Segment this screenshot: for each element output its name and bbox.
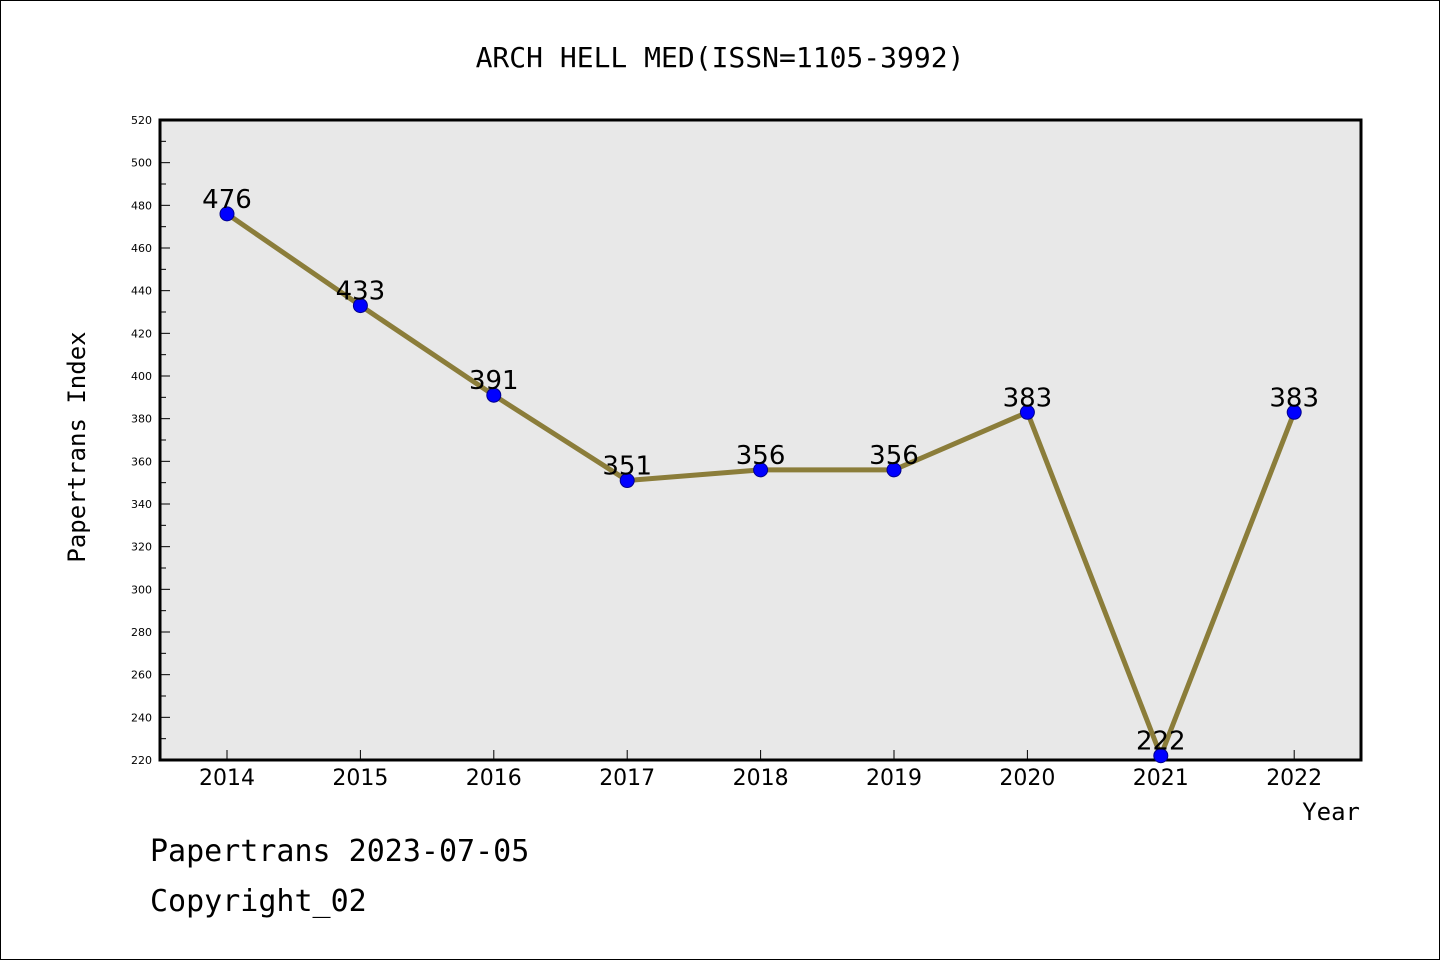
y-tick-label: 460 <box>131 242 152 255</box>
data-label: 383 <box>1269 383 1319 413</box>
x-tick-label: 2021 <box>1133 766 1189 791</box>
plot-area <box>158 118 1363 762</box>
x-tick-label: 2015 <box>332 766 388 791</box>
y-tick-label: 420 <box>131 327 152 340</box>
y-tick-label: 260 <box>131 669 152 682</box>
y-tick-label: 320 <box>131 541 152 554</box>
x-tick-label: 2022 <box>1266 766 1322 791</box>
footer-source: Papertrans 2023-07-05 <box>150 834 530 869</box>
y-tick-label: 500 <box>131 157 152 170</box>
y-tick-label: 480 <box>131 199 152 212</box>
data-label: 391 <box>469 366 519 396</box>
data-label: 356 <box>736 441 786 471</box>
data-point <box>619 473 635 489</box>
data-label: 433 <box>336 277 386 307</box>
x-tick-label: 2017 <box>599 766 655 791</box>
footer-copyright: Copyright_02 <box>150 884 367 919</box>
data-point <box>352 298 368 314</box>
data-point <box>1286 404 1302 420</box>
data-label: 383 <box>1003 383 1053 413</box>
chart-title: ARCH HELL MED(ISSN=1105-3992) <box>476 41 965 74</box>
data-point <box>753 462 769 478</box>
x-axis: 2014 2015 2016 2017 2018 2019 2020 2021 2022 <box>199 750 1322 791</box>
y-tick-label: 280 <box>131 626 152 639</box>
x-tick-label: 2018 <box>733 766 789 791</box>
x-axis-label: Year <box>1302 798 1360 826</box>
x-tick-label: 2016 <box>466 766 522 791</box>
x-tick-label: 2014 <box>199 766 255 791</box>
data-point <box>1153 748 1169 764</box>
data-label: 356 <box>869 441 919 471</box>
y-tick-label: 380 <box>131 413 152 426</box>
y-tick-label: 220 <box>131 754 152 767</box>
y-tick-label: 360 <box>131 455 152 468</box>
data-point <box>886 462 902 478</box>
data-label: 476 <box>202 185 252 215</box>
data-label: 351 <box>602 452 652 482</box>
data-point <box>219 206 235 222</box>
y-tick-label: 340 <box>131 498 152 511</box>
y-tick-label: 240 <box>131 711 152 724</box>
y-tick-label: 300 <box>131 583 152 596</box>
x-tick-label: 2020 <box>999 766 1055 791</box>
y-axis: 220 240 260 280 300 320 340 360 380 400 420 440 460 4… <box>131 114 170 767</box>
y-tick-label: 400 <box>131 370 152 383</box>
series-group: 476 433 391 351 356 356 383 222 383 <box>202 185 1319 764</box>
data-point <box>1019 404 1035 420</box>
data-label: 222 <box>1136 727 1186 757</box>
x-tick-label: 2019 <box>866 766 922 791</box>
y-tick-label: 520 <box>131 114 152 127</box>
y-axis-label: Papertrans Index <box>63 331 91 562</box>
y-tick-label: 440 <box>131 285 152 298</box>
data-point <box>486 387 502 403</box>
